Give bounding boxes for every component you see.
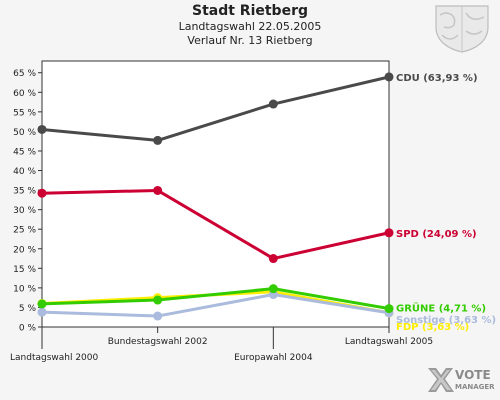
y-tick-label: 5 % bbox=[19, 304, 37, 314]
series-label-sonstige: Sonstige (3,63 %) bbox=[396, 315, 496, 326]
data-point-cdu bbox=[384, 72, 394, 82]
data-point-sonstige bbox=[153, 311, 163, 321]
y-tick-label: 55 % bbox=[13, 108, 36, 118]
y-tick-label: 65 % bbox=[13, 69, 36, 79]
y-tick-label: 0 % bbox=[19, 324, 37, 334]
chart-subtitle-date: Landtagswahl 22.05.2005 bbox=[178, 20, 322, 33]
series-line-cdu bbox=[41, 75, 390, 142]
series-label-spd: SPD (24,09 %) bbox=[396, 229, 477, 240]
series-label-gr-ne: GRÜNE (4,71 %) bbox=[396, 301, 486, 315]
chart-title: Stadt Rietberg bbox=[191, 3, 309, 19]
x-axis: Landtagswahl 2000 Bundestagswahl 2002 Euro… bbox=[10, 327, 433, 363]
y-tick-label: 10 % bbox=[13, 284, 36, 294]
y-tick-label: 25 % bbox=[13, 226, 36, 236]
logo-text-manager: MANAGER bbox=[455, 383, 495, 391]
data-point-cdu bbox=[268, 99, 278, 109]
series-line-spd bbox=[41, 188, 390, 261]
vote-manager-logo: VOTE MANAGER bbox=[425, 364, 497, 400]
data-point-spd bbox=[384, 228, 394, 238]
y-tick-label: 30 % bbox=[13, 206, 36, 216]
series-line-sonstige bbox=[41, 293, 390, 318]
vote-manager-x-icon bbox=[428, 368, 454, 392]
x-tick-label: Europawahl 2004 bbox=[234, 353, 313, 363]
data-point-spd bbox=[37, 188, 47, 198]
series-label-fdp: FDP (3,63 %) bbox=[396, 322, 469, 333]
series-lines bbox=[37, 72, 394, 321]
data-point-spd bbox=[153, 185, 163, 195]
series-labels: CDU (63,93 %) SPD (24,09 %) FDP (3,63 %)So… bbox=[396, 73, 496, 333]
y-tick-label: 15 % bbox=[13, 265, 36, 275]
data-point-gr-ne bbox=[37, 299, 47, 309]
y-tick-label: 20 % bbox=[13, 245, 36, 255]
plot-area bbox=[41, 60, 390, 328]
y-tick-label: 35 % bbox=[13, 187, 36, 197]
data-point-spd bbox=[268, 254, 278, 264]
data-point-gr-ne bbox=[384, 304, 394, 314]
chart-subtitle-course: Verlauf Nr. 13 Rietberg bbox=[187, 34, 313, 47]
logo-text-vote: VOTE bbox=[455, 368, 491, 382]
data-point-gr-ne bbox=[268, 284, 278, 294]
y-tick-label: 45 % bbox=[13, 147, 36, 157]
data-point-gr-ne bbox=[153, 295, 163, 305]
data-point-cdu bbox=[37, 124, 47, 134]
coat-of-arms-icon bbox=[435, 5, 489, 53]
series-line-gr-ne bbox=[41, 287, 390, 311]
data-point-cdu bbox=[153, 135, 163, 145]
x-tick-label: Landtagswahl 2000 bbox=[10, 353, 99, 363]
y-axis: 0 % 5 % 10 % 15 % 20 % 25 % 30 % 35 % 40 % 45 % 50… bbox=[13, 69, 42, 334]
y-tick-label: 60 % bbox=[13, 89, 36, 99]
series-label-cdu: CDU (63,93 %) bbox=[396, 73, 478, 84]
y-tick-label: 40 % bbox=[13, 167, 36, 177]
x-tick-label: Bundestagswahl 2002 bbox=[108, 337, 208, 347]
data-point-sonstige bbox=[37, 307, 47, 317]
chart-header: Stadt Rietberg Landtagswahl 22.05.2005 V… bbox=[0, 3, 500, 48]
x-tick-label: Landtagswahl 2005 bbox=[345, 337, 433, 347]
y-tick-label: 50 % bbox=[13, 128, 36, 138]
